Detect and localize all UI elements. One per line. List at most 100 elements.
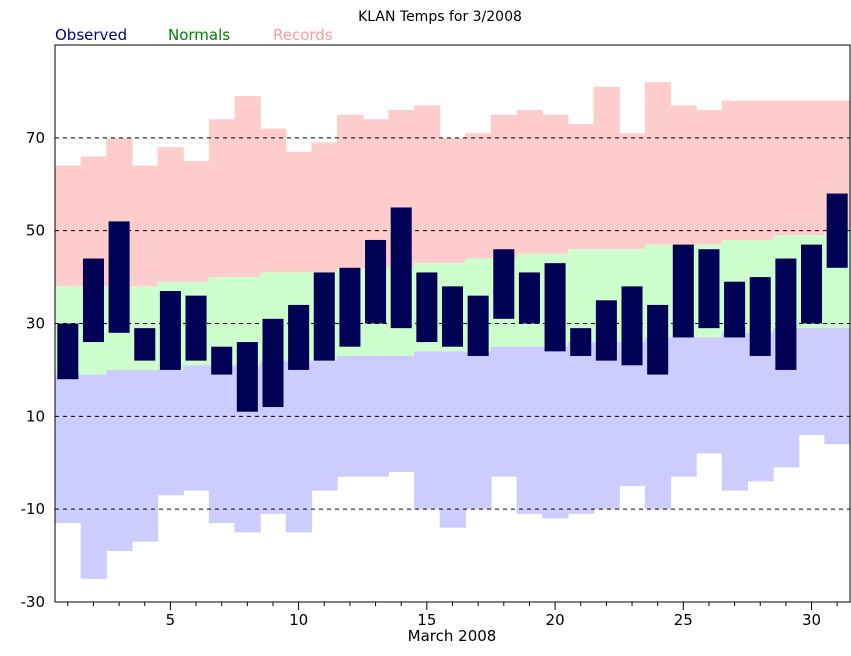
record-high-bar [670,105,697,245]
observed-bar [262,318,284,408]
record-low-bar [131,369,159,542]
x-tick-label: 10 [289,611,308,629]
observed-bar [647,304,669,375]
chart-title: KLAN Temps for 3/2008 [358,9,522,25]
record-high-bar [773,100,800,236]
observed-bar [441,286,464,347]
x-tick-label: 30 [802,611,821,629]
legend-records: Records [273,26,333,44]
observed-bar [749,277,771,356]
record-low-bar [670,337,697,477]
observed-bar [416,272,438,343]
record-low-bar [593,342,620,510]
record-high-bar [593,86,620,250]
record-low-bar [285,360,313,533]
y-tick-label: -30 [21,593,46,611]
observed-bar [775,258,797,370]
record-low-bar [388,355,415,473]
record-low-bar [157,369,184,496]
y-axis: -30 -10 10 30 50 70 [21,129,46,611]
record-high-bar [260,128,287,273]
x-axis-label: March 2008 [408,627,497,645]
record-low-bar [55,374,82,524]
record-high-bar [55,165,82,287]
y-tick-label: 70 [26,129,45,147]
record-high-bar [721,100,749,240]
observed-bar [313,272,335,361]
legend-observed: Observed [55,26,127,44]
record-high-bar [285,151,313,273]
observed-bar [288,304,310,370]
record-low-bar [311,360,338,491]
observed-bar [493,249,515,319]
record-low-bar [465,351,492,510]
record-high-bar [619,133,646,250]
record-low-bar [516,346,543,514]
observed-bar [108,221,130,333]
y-tick-label: 50 [26,222,45,240]
record-low-bar [490,346,518,477]
normal-range-bar [567,249,595,343]
observed-bar [211,346,233,375]
observed-bar [698,249,720,329]
record-high-bar [131,165,159,287]
observed-bar [724,281,746,338]
record-high-bar [747,100,774,240]
observed-bar [365,239,387,324]
record-low-bar [567,342,595,514]
observed-bar [518,272,540,324]
observed-bar [159,291,181,370]
observed-bar [595,300,617,361]
record-high-bar [337,114,364,268]
x-axis: 5 10 15 20 25 30 [67,602,838,629]
observed-bars [57,193,848,412]
record-low-bar [337,355,364,477]
y-tick-label: 10 [26,407,45,425]
record-high-bar [311,142,338,273]
record-high-bar [414,105,441,264]
record-high-bar [696,109,723,245]
record-low-bar [80,374,107,579]
record-low-bar [721,332,749,491]
record-low-bar [414,351,441,510]
observed-bar [570,328,592,356]
record-low-bar [183,365,210,491]
record-low-bar [696,337,723,454]
record-high-bar [490,114,518,259]
observed-bar [801,244,823,324]
y-tick-label: -10 [21,500,46,518]
record-high-bar [465,133,492,259]
record-high-bar [644,82,672,245]
observed-bar [339,267,361,347]
observed-bar [390,207,412,329]
observed-bar [82,258,104,343]
record-low-bar [208,365,236,524]
record-high-bar [798,100,825,236]
observed-bar [826,193,848,268]
record-low-bar [747,332,774,482]
observed-bar [544,263,566,352]
observed-bar [57,323,79,380]
record-high-bar [567,123,595,250]
x-tick-label: 5 [166,611,176,629]
observed-bar [672,244,694,338]
record-low-bar [106,369,133,551]
record-high-bar [234,96,261,278]
x-tick-label: 15 [417,611,436,629]
record-high-bar [157,147,184,282]
record-low-bar [439,351,466,528]
y-tick-label: 30 [26,315,45,333]
observed-bar [185,295,207,361]
record-high-bar [439,137,466,264]
record-low-bar [619,342,646,486]
x-tick-label: 20 [546,611,565,629]
record-high-bar [516,109,543,254]
observed-bar [236,342,258,412]
record-high-bar [542,114,569,254]
observed-bar [134,328,156,361]
record-high-bar [183,161,210,282]
observed-bar [467,295,489,356]
record-low-bar [798,328,825,435]
x-tick-label: 25 [674,611,693,629]
